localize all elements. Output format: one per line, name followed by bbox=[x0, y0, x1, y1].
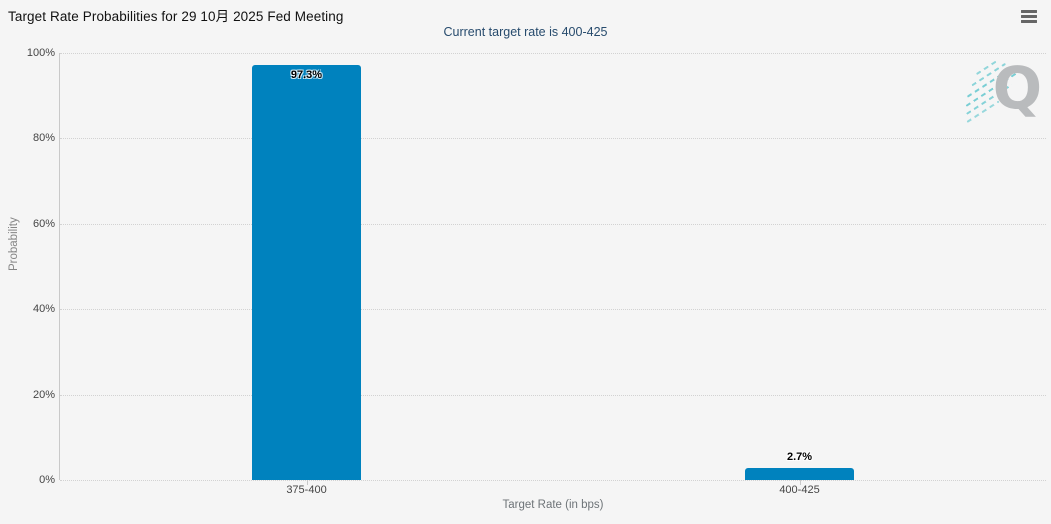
gridline bbox=[60, 138, 1046, 140]
chart-title: Target Rate Probabilities for 29 10月 202… bbox=[8, 9, 344, 24]
x-tick-mark bbox=[799, 480, 801, 485]
brand-watermark: Q bbox=[965, 54, 1042, 127]
y-tick-label: 60% bbox=[32, 217, 55, 230]
y-tick-label: 0% bbox=[39, 474, 55, 486]
gridline bbox=[60, 309, 1046, 311]
y-axis-line bbox=[59, 53, 60, 480]
y-tick-label: 100% bbox=[26, 47, 55, 59]
chart-context-menu-button[interactable] bbox=[1016, 5, 1042, 27]
x-tick-mark bbox=[306, 480, 308, 485]
gridline bbox=[60, 394, 1046, 396]
probability-bar bbox=[252, 64, 361, 480]
probability-bar bbox=[745, 468, 854, 480]
bar-value-label: 97.3% bbox=[290, 68, 323, 81]
y-tick-label: 20% bbox=[32, 388, 55, 401]
gridline bbox=[60, 223, 1046, 225]
y-tick-label: 80% bbox=[32, 132, 55, 145]
x-tick-label: 375-400 bbox=[286, 484, 327, 496]
chart-subtitle: Current target rate is 400-425 bbox=[443, 25, 608, 39]
q-logo-icon: Q bbox=[992, 54, 1042, 122]
hamburger-icon bbox=[1021, 9, 1037, 23]
y-tick-label: 40% bbox=[32, 303, 55, 316]
x-tick-label: 400-425 bbox=[779, 484, 820, 496]
bar-value-label: 2.7% bbox=[786, 451, 813, 464]
plot-area: Q 97.3% 2.7% bbox=[59, 53, 1046, 481]
gridline bbox=[60, 480, 1046, 481]
gridline bbox=[60, 53, 1046, 54]
x-axis-title: Target Rate (in bps) bbox=[502, 499, 604, 511]
